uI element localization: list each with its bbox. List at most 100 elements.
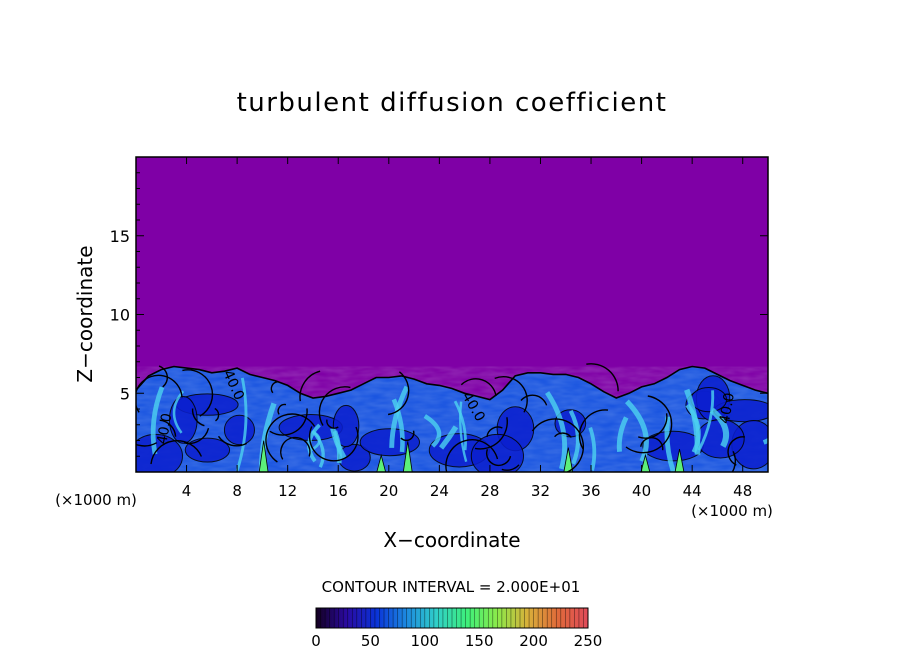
mixing-filament bbox=[172, 390, 185, 434]
x-tick-label: 48 bbox=[733, 482, 752, 500]
contour-line bbox=[486, 426, 503, 438]
contour-line bbox=[183, 428, 210, 445]
eddy-core bbox=[184, 437, 231, 463]
x-tick-label: 24 bbox=[430, 482, 449, 500]
high-diffusion-spike bbox=[258, 440, 269, 472]
colorbar-tick-label: 150 bbox=[465, 632, 494, 650]
contour-line bbox=[159, 419, 177, 437]
high-diffusion-spike bbox=[376, 453, 387, 472]
x-tick-label: 16 bbox=[329, 482, 348, 500]
high-diffusion-spike bbox=[640, 453, 651, 472]
contour-line bbox=[637, 413, 668, 439]
contour-line bbox=[531, 418, 584, 472]
mixing-filament bbox=[568, 409, 581, 465]
mixing-filament bbox=[709, 407, 729, 448]
x-tick-label: 8 bbox=[232, 482, 242, 500]
mixing-filament bbox=[307, 423, 321, 463]
colorbar-tick-label: 250 bbox=[574, 632, 603, 650]
mixing-filament bbox=[235, 377, 248, 472]
y-tick-label: 10 bbox=[110, 306, 130, 325]
mixing-filament bbox=[453, 400, 467, 451]
colorbar-tick-labels: 0 50 100 150 200 250 bbox=[311, 632, 602, 650]
y-tick-label: 15 bbox=[110, 227, 130, 246]
mixing-filament bbox=[664, 416, 676, 472]
x-tick-label: 4 bbox=[182, 482, 192, 500]
mixing-filament bbox=[150, 386, 165, 455]
eddy-core bbox=[223, 414, 255, 446]
x-tick-label: 20 bbox=[379, 482, 398, 500]
colorbar-frame bbox=[315, 607, 589, 629]
mixing-filament bbox=[391, 398, 405, 453]
x-unit-left: (×1000 m) bbox=[55, 491, 137, 509]
contour-line bbox=[520, 394, 548, 406]
x-axis-ticks: 4 8 12 16 20 24 28 32 36 40 44 48 bbox=[182, 157, 752, 500]
contour-line bbox=[494, 376, 528, 413]
high-diffusion-spike bbox=[674, 448, 685, 472]
x-tick-label: 32 bbox=[531, 482, 550, 500]
x-tick-label: 40 bbox=[632, 482, 651, 500]
contour-line bbox=[486, 448, 512, 467]
colorbar-lines bbox=[320, 608, 584, 628]
y-tick-label: 5 bbox=[120, 384, 130, 403]
contour-line bbox=[640, 437, 664, 451]
colorbar-tick-label: 100 bbox=[410, 632, 439, 650]
mixing-filament bbox=[389, 385, 410, 448]
high-diffusion-spike bbox=[563, 447, 574, 472]
contour-line bbox=[625, 395, 673, 454]
contour-line bbox=[136, 374, 183, 413]
mixing-filament bbox=[439, 425, 459, 450]
colorbar-tick-label: 200 bbox=[519, 632, 548, 650]
y-axis-ticks: 5 10 15 bbox=[110, 172, 768, 457]
contour-line bbox=[136, 442, 158, 447]
mixing-filament bbox=[684, 388, 701, 455]
mixing-filament bbox=[624, 399, 649, 463]
x-unit-right: (×1000 m) bbox=[691, 502, 773, 520]
eddy-core bbox=[470, 433, 524, 472]
contour-line bbox=[318, 386, 351, 426]
eddy-core bbox=[136, 433, 183, 472]
high-diffusion-spike bbox=[402, 441, 413, 472]
mixing-filament bbox=[616, 416, 629, 452]
mixing-filament bbox=[588, 426, 597, 471]
contour-line bbox=[554, 432, 572, 438]
contour-line bbox=[277, 403, 287, 415]
contour-line bbox=[501, 464, 520, 471]
eddy-core bbox=[168, 396, 198, 444]
mixing-filament bbox=[423, 414, 442, 448]
contour-interval-text: CONTOUR INTERVAL = 2.000E+01 bbox=[322, 578, 581, 596]
mixing-filament bbox=[459, 401, 468, 463]
x-tick-label: 12 bbox=[278, 482, 297, 500]
contour-line bbox=[182, 369, 214, 417]
x-tick-label: 44 bbox=[683, 482, 702, 500]
boundary-layer-texture bbox=[136, 366, 768, 472]
mixing-filament bbox=[545, 391, 568, 470]
mixing-filament bbox=[762, 437, 768, 445]
colorbar: 0 50 100 150 200 250 bbox=[311, 607, 602, 650]
contour-line bbox=[191, 408, 205, 427]
contour-line bbox=[586, 363, 619, 392]
contour-line bbox=[214, 407, 220, 422]
contour-line bbox=[727, 436, 745, 466]
contour-label: 40.0 bbox=[717, 392, 738, 425]
colorbar-tick-label: 50 bbox=[361, 632, 380, 650]
x-tick-label: 28 bbox=[480, 482, 499, 500]
x-axis-label: X−coordinate bbox=[383, 528, 520, 552]
contour-line bbox=[308, 426, 359, 462]
colorbar-tick-label: 0 bbox=[311, 632, 321, 650]
contour-line bbox=[280, 436, 311, 460]
contour-line bbox=[474, 417, 508, 450]
contour-line bbox=[400, 430, 415, 442]
contour-line bbox=[299, 370, 321, 402]
contour-line bbox=[217, 435, 248, 447]
contour-line bbox=[578, 409, 609, 450]
x-tick-label: 36 bbox=[581, 482, 600, 500]
eddy-core bbox=[332, 404, 360, 448]
contour-line bbox=[150, 440, 203, 465]
boundary-layer-outline bbox=[136, 365, 768, 401]
y-axis-label: Z−coordinate bbox=[73, 245, 97, 382]
turbulent-layer bbox=[136, 363, 768, 472]
contour-line bbox=[445, 439, 499, 472]
contour-line bbox=[158, 365, 169, 388]
mixing-filament bbox=[697, 390, 715, 451]
